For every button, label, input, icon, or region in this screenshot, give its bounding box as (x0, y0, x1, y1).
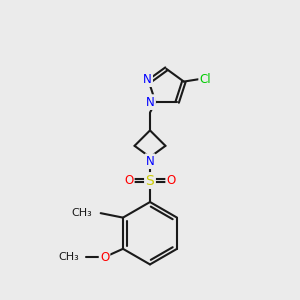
Text: N: N (143, 73, 152, 86)
Text: O: O (124, 174, 133, 187)
Text: N: N (146, 155, 154, 168)
Text: CH₃: CH₃ (58, 252, 79, 262)
Text: S: S (146, 174, 154, 188)
Text: O: O (167, 174, 176, 187)
Text: O: O (124, 174, 133, 187)
Text: N: N (146, 155, 154, 168)
Text: O: O (100, 250, 109, 264)
Text: N: N (146, 96, 154, 109)
Text: N: N (143, 73, 152, 86)
Text: S: S (146, 174, 154, 188)
Text: Cl: Cl (200, 73, 212, 86)
Text: CH₃: CH₃ (72, 208, 92, 218)
Text: Cl: Cl (200, 73, 212, 86)
Text: N: N (146, 96, 154, 109)
Text: O: O (167, 174, 176, 187)
